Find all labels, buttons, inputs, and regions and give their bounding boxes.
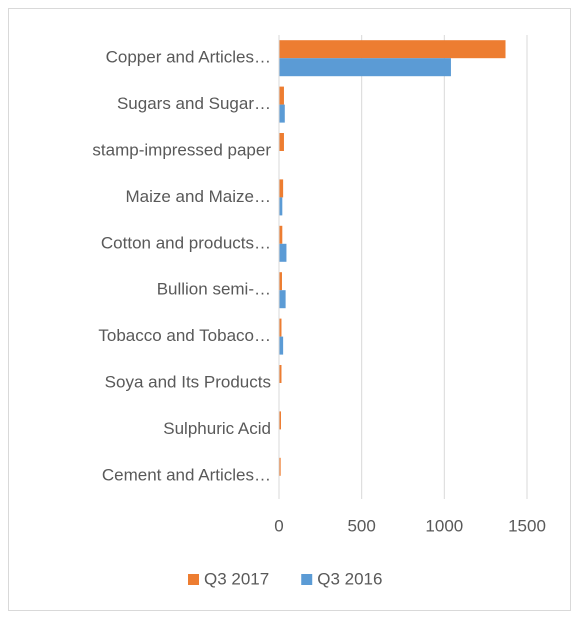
y-tick-label: Copper and Articles… bbox=[106, 48, 271, 67]
bar bbox=[279, 272, 282, 291]
bar bbox=[279, 318, 282, 337]
y-tick-label: Tobacco and Tobaco… bbox=[98, 326, 271, 345]
bar bbox=[279, 365, 282, 383]
bar bbox=[279, 197, 283, 216]
y-tick-label: Maize and Maize… bbox=[125, 187, 271, 206]
legend-label: Q3 2016 bbox=[317, 569, 382, 588]
bar bbox=[279, 104, 285, 123]
x-tick-label: 1000 bbox=[425, 516, 463, 535]
bar bbox=[279, 86, 284, 105]
y-tick-label: stamp-impressed paper bbox=[92, 140, 271, 159]
chart-border bbox=[8, 8, 571, 611]
bar bbox=[279, 133, 284, 151]
bar bbox=[279, 225, 283, 244]
y-tick-label: Bullion semi-… bbox=[157, 280, 271, 299]
bar bbox=[279, 40, 506, 59]
x-tick-label: 500 bbox=[347, 516, 375, 535]
y-tick-label: Cement and Articles… bbox=[102, 465, 271, 484]
x-tick-label: 1500 bbox=[508, 516, 546, 535]
bar bbox=[279, 336, 284, 355]
y-tick-label: Sulphuric Acid bbox=[163, 419, 271, 438]
bar bbox=[279, 411, 281, 430]
legend-label: Q3 2017 bbox=[204, 569, 269, 588]
bar bbox=[279, 290, 286, 309]
bar bbox=[279, 179, 284, 198]
x-tick-label: 0 bbox=[274, 516, 283, 535]
legend-swatch bbox=[301, 574, 313, 585]
bar bbox=[279, 457, 281, 476]
y-tick-label: Sugars and Sugar… bbox=[117, 94, 271, 113]
legend-swatch bbox=[188, 574, 199, 585]
y-tick-label: Soya and Its Products bbox=[105, 372, 271, 391]
bar bbox=[279, 243, 287, 262]
y-tick-label: Cotton and products… bbox=[101, 233, 271, 252]
bar bbox=[279, 58, 451, 77]
